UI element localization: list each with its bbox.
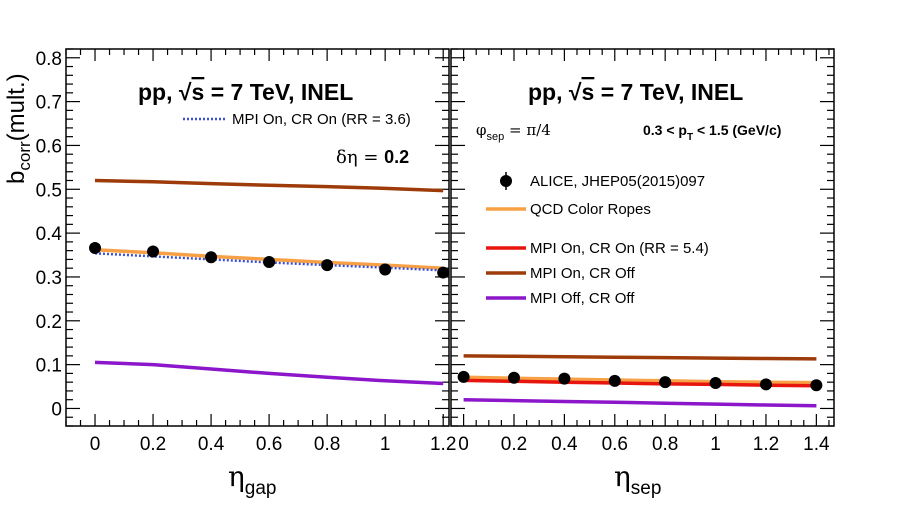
phi-sep-annotation: φsep = π/4 (476, 121, 551, 143)
alice-data-point (457, 370, 470, 383)
alice-data-point (379, 263, 392, 276)
series-qcd-color-ropes (463, 375, 817, 385)
alice-data-point (759, 378, 772, 391)
pt-range-annotation: 0.3 < pT < 1.5 (GeV/c) (643, 122, 781, 143)
x-tick-label: 0.2 (501, 434, 527, 455)
legend-mpi-on-cr-on-36: MPI On, CR On (RR = 3.6) (232, 111, 411, 128)
x-tick-label: 0 (90, 434, 101, 455)
legend-mpi-off-cr-off: MPI Off, CR Off (530, 290, 635, 307)
right-legend: ALICE, JHEP05(2015)097 QCD Color Ropes M… (486, 172, 709, 307)
left-panel-title: pp, √s = 7 TeV, INEL (138, 79, 353, 105)
x-tick-label: 1 (380, 434, 391, 455)
x-tick-label: 0.6 (602, 434, 628, 455)
alice-data-point (608, 374, 621, 387)
alice-data-point (507, 371, 520, 384)
x-tick-label: 0.6 (256, 434, 282, 455)
right-data-points (457, 370, 823, 392)
alice-data-point (558, 372, 571, 385)
legend-mpi-on-cr-off: MPI On, CR Off (530, 265, 636, 282)
x-tick-label: 1 (710, 434, 721, 455)
alice-data-point (437, 266, 450, 279)
alice-data-point (147, 245, 160, 258)
series-mpi-on-cr-off (94, 178, 444, 193)
left-data-points (89, 242, 450, 279)
alice-data-point (263, 256, 276, 269)
y-tick-label: 0.3 (36, 268, 62, 289)
left-x-axis-title: ηgap (228, 460, 276, 499)
alice-data-point (709, 377, 722, 390)
x-tick-label: 1.2 (430, 434, 456, 455)
right-panel-frame (450, 48, 835, 427)
alice-data-point (89, 242, 102, 255)
y-tick-label: 0.7 (36, 93, 62, 114)
alice-data-point (659, 376, 672, 389)
y-tick-label: 0.4 (36, 224, 63, 245)
right-panel: 0 0.2 0.4 0.6 0.8 1 1.2 1.4 pp, √s = 7 TeV, INE… (450, 48, 835, 499)
left-panel-frame (65, 48, 450, 427)
alice-data-point (810, 379, 823, 392)
legend-alice-marker (500, 175, 512, 187)
y-tick-label: 0.8 (36, 49, 62, 70)
right-x-axis-title: ηsep (614, 460, 661, 499)
x-tick-label: 0 (458, 434, 469, 455)
y-tick-label: 0.1 (36, 356, 62, 377)
x-tick-label: 0.8 (314, 434, 340, 455)
legend-mpi-on-cr-on-54: MPI On, CR On (RR = 5.4) (530, 240, 709, 257)
y-tick-label: 0.2 (36, 312, 62, 333)
x-tick-label: 0.4 (198, 434, 225, 455)
x-tick-label: 0.2 (140, 434, 166, 455)
right-axis-ticks: 0 0.2 0.4 0.6 0.8 1 1.2 1.4 (450, 48, 834, 455)
left-panel: 0 0.2 0.4 0.6 0.8 1 1.2 0 0.1 0.2 0.3 0.4 0.5 0.6 0.7 0… (3, 48, 456, 499)
series-mpi-off-cr-off (463, 397, 817, 408)
delta-eta-annotation: δη = 0.2 (336, 147, 409, 168)
legend-alice: ALICE, JHEP05(2015)097 (530, 173, 705, 190)
x-tick-label: 0.4 (551, 434, 578, 455)
y-tick-label: 0.5 (36, 180, 62, 201)
y-tick-label: 0 (51, 399, 62, 420)
series-mpi-on-cr-on-rr-5-4 (463, 378, 817, 388)
alice-data-point (321, 259, 334, 272)
y-axis-title: bcorr(mult.) (3, 73, 34, 184)
x-tick-label: 1.2 (753, 434, 779, 455)
y-tick-label: 0.6 (36, 136, 62, 157)
x-tick-label: 0.8 (652, 434, 678, 455)
right-panel-title: pp, √s = 7 TeV, INEL (528, 79, 743, 105)
alice-data-point (205, 251, 218, 264)
right-series-group (463, 354, 817, 408)
legend-qcd-color-ropes: QCD Color Ropes (530, 201, 651, 218)
series-mpi-off-cr-off (94, 360, 444, 386)
x-tick-label: 1.4 (803, 434, 830, 455)
series-mpi-on-cr-off (463, 354, 817, 361)
